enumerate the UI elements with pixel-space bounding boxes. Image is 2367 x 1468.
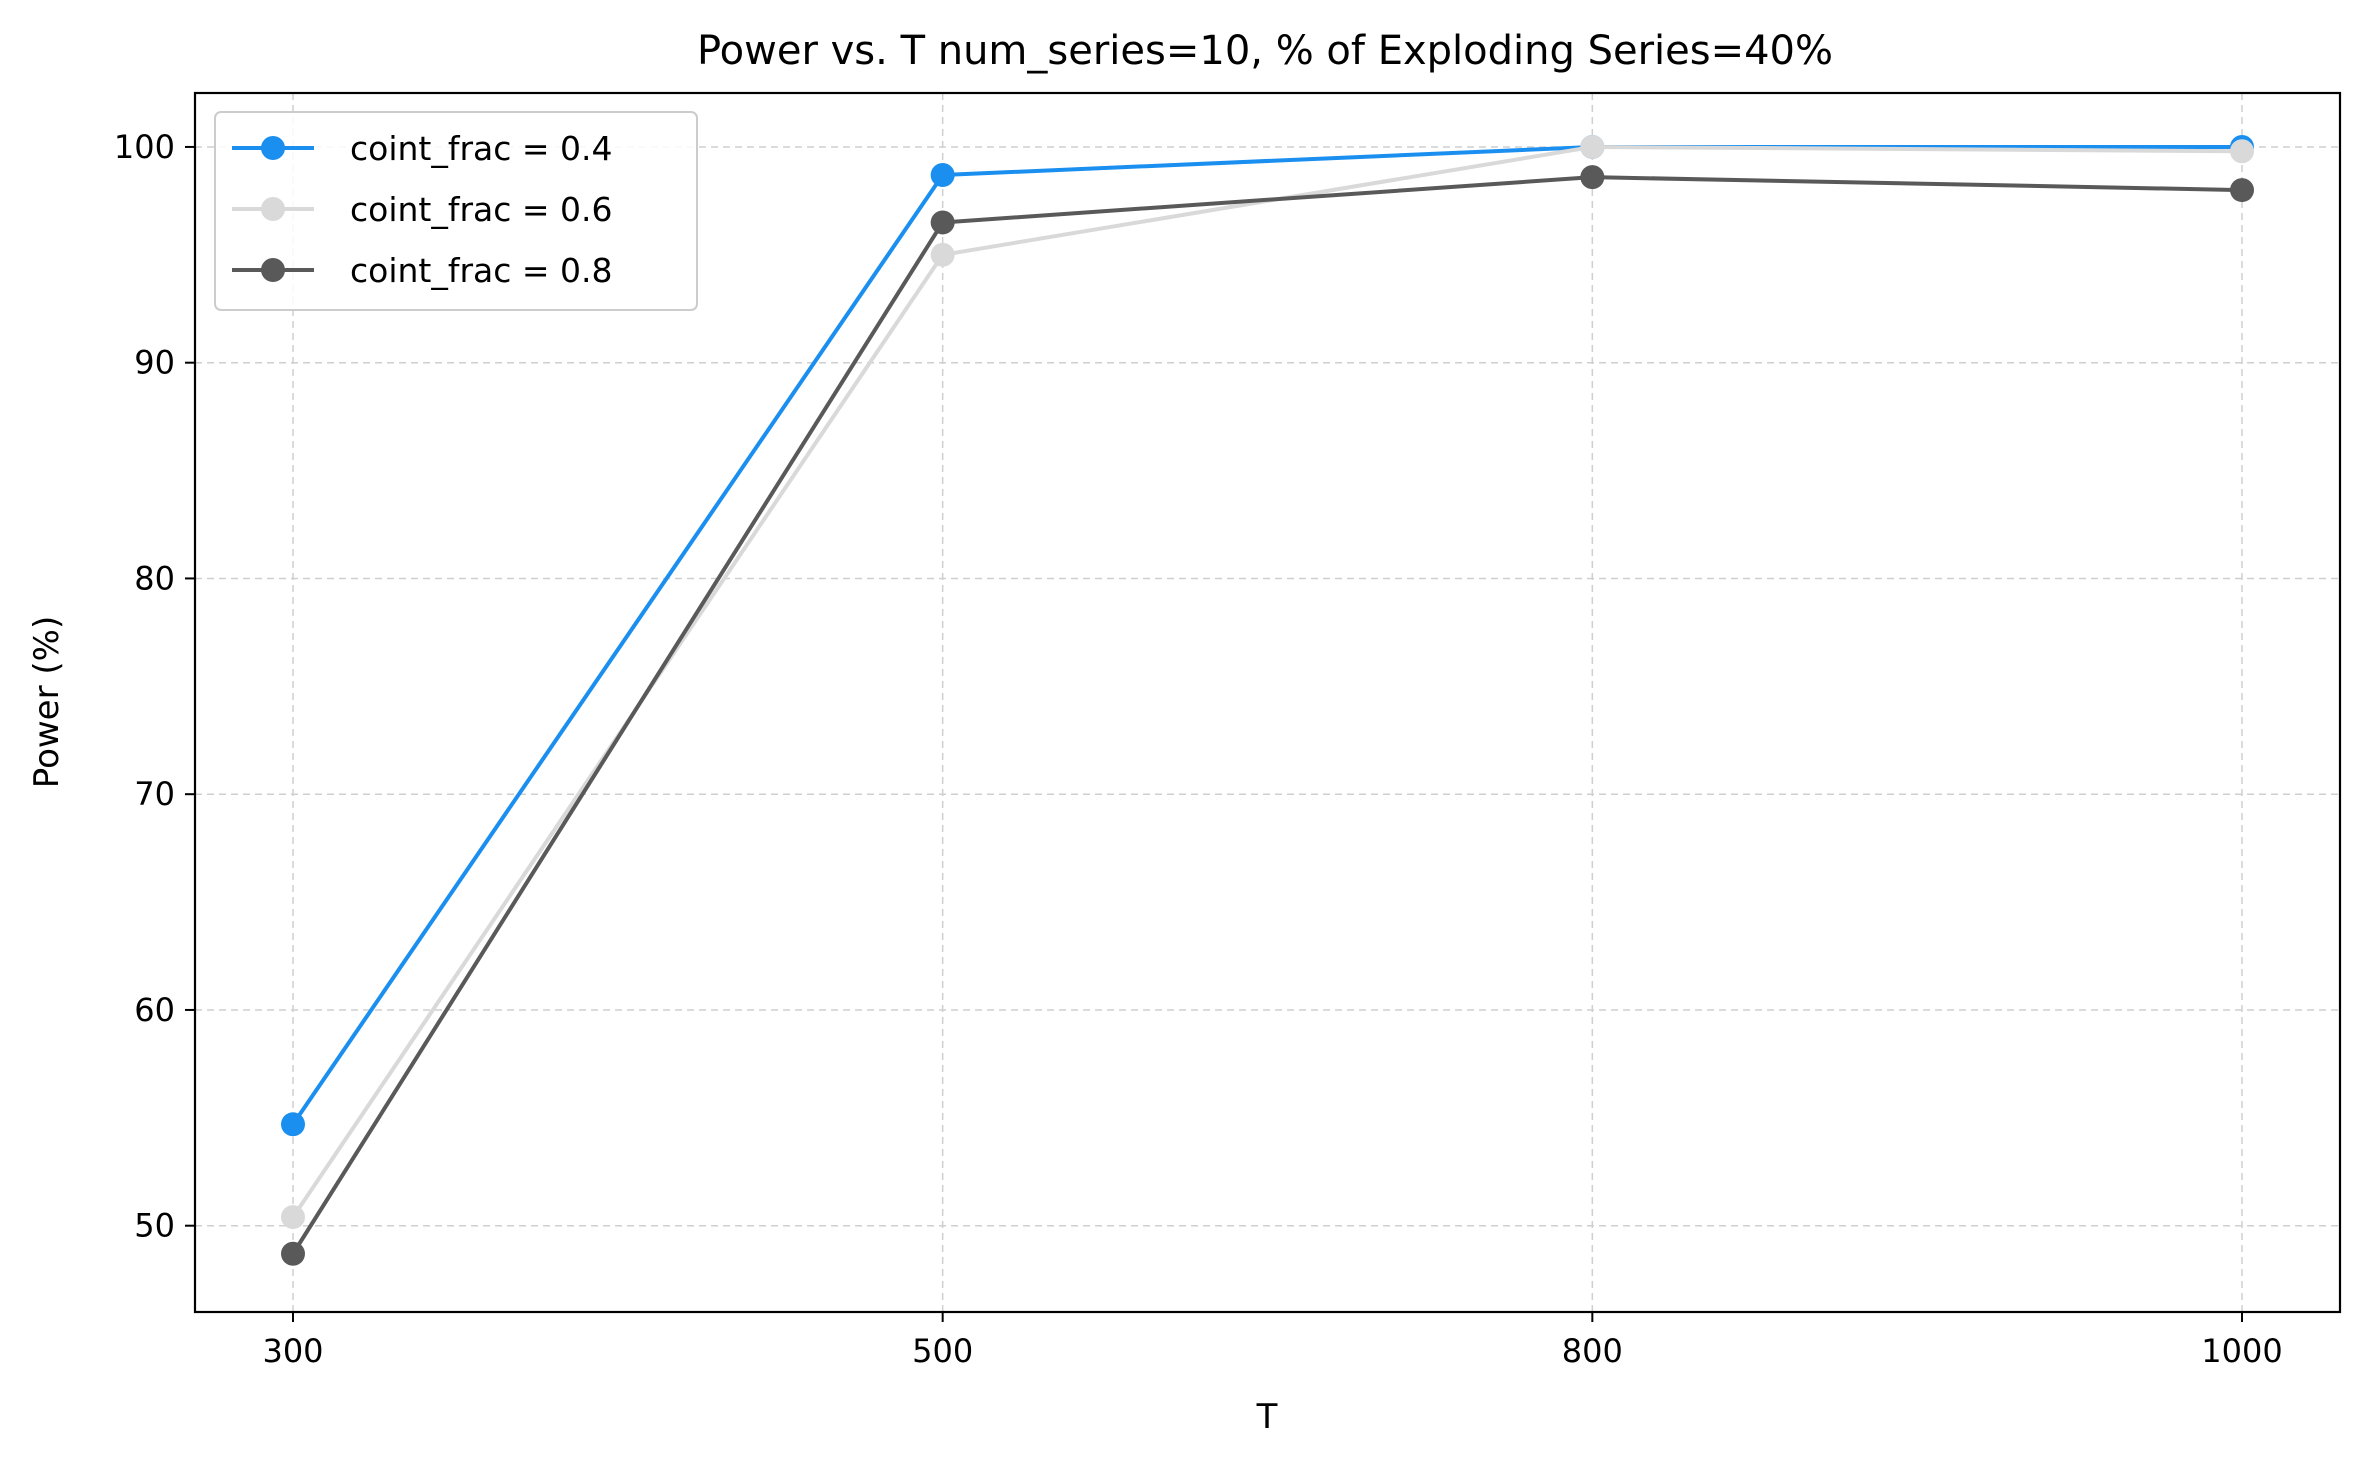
data-point [930,210,955,235]
x-tick-label: 300 [262,1332,323,1370]
y-axis: 50 60 70 80 90 100 [114,128,195,1245]
data-point [281,1241,305,1266]
y-tick-label: 70 [134,775,175,813]
y-tick-label: 50 [134,1207,175,1245]
plot-frame [193,91,2342,1314]
legend-marker [261,258,285,282]
legend-label: coint_frac = 0.6 [350,190,613,229]
x-axis: 300 500 800 1000 [262,1312,2283,1370]
x-tick-label: 1000 [2201,1332,2282,1370]
y-tick-label: 90 [134,344,175,382]
series-line [291,175,2243,1255]
grid [195,93,2340,1312]
data-point [1580,134,1605,159]
series-3 [281,165,2254,1266]
legend-marker [261,197,285,221]
y-tick-label: 60 [134,991,175,1029]
x-axis-title: T [1256,1397,1278,1437]
x-tick-label: 800 [1562,1332,1623,1370]
data-point [281,1112,305,1137]
data-point [1580,165,1605,190]
legend: coint_frac = 0.4 coint_frac = 0.6 coint_fr… [214,111,698,311]
data-point [2230,178,2254,203]
y-tick-label: 100 [114,128,175,166]
legend-box [214,111,698,311]
y-tick-label: 80 [134,559,175,597]
chart-title: Power vs. T num_series=10, % of Explodin… [697,28,1833,74]
data-point [930,162,955,187]
legend-entry: coint_frac = 0.4 [232,129,613,168]
data-point [930,242,955,267]
series-line [291,144,2242,1126]
legend-entry: coint_frac = 0.8 [232,251,613,290]
series-layer [281,134,2254,1266]
legend-entry: coint_frac = 0.6 [232,190,613,229]
y-axis-title: Power (%) [27,616,67,788]
x-tick-label: 500 [912,1332,973,1370]
legend-marker [261,136,285,160]
data-point [2230,139,2254,164]
data-point [281,1205,305,1230]
legend-label: coint_frac = 0.4 [350,129,613,168]
legend-label: coint_frac = 0.8 [350,251,613,290]
